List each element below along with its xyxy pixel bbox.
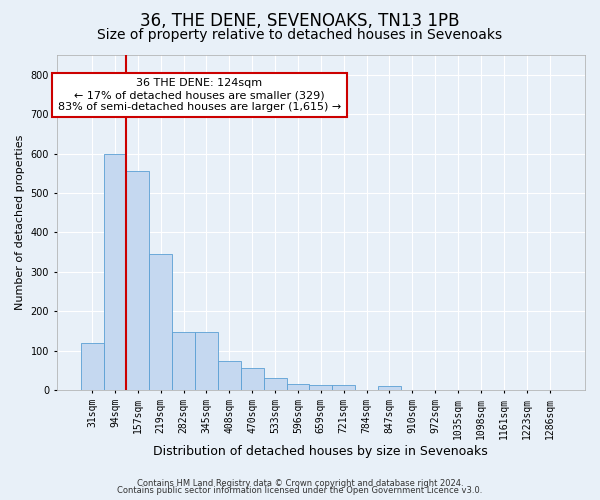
Text: 36, THE DENE, SEVENOAKS, TN13 1PB: 36, THE DENE, SEVENOAKS, TN13 1PB	[140, 12, 460, 30]
Bar	[378, 386, 401, 390]
Bar	[127, 172, 149, 390]
Bar	[332, 386, 355, 390]
Y-axis label: Number of detached properties: Number of detached properties	[15, 135, 25, 310]
Text: Size of property relative to detached houses in Sevenoaks: Size of property relative to detached ho…	[97, 28, 503, 42]
Text: Contains public sector information licensed under the Open Government Licence v3: Contains public sector information licen…	[118, 486, 482, 495]
Bar	[287, 384, 310, 390]
X-axis label: Distribution of detached houses by size in Sevenoaks: Distribution of detached houses by size …	[154, 444, 488, 458]
Bar	[81, 343, 104, 390]
Bar	[149, 254, 172, 390]
Bar	[263, 378, 287, 390]
Text: Contains HM Land Registry data © Crown copyright and database right 2024.: Contains HM Land Registry data © Crown c…	[137, 478, 463, 488]
Bar	[172, 332, 195, 390]
Text: 36 THE DENE: 124sqm
← 17% of detached houses are smaller (329)
83% of semi-detac: 36 THE DENE: 124sqm ← 17% of detached ho…	[58, 78, 341, 112]
Bar	[241, 368, 263, 390]
Bar	[218, 360, 241, 390]
Bar	[104, 154, 127, 390]
Bar	[310, 386, 332, 390]
Bar	[195, 332, 218, 390]
